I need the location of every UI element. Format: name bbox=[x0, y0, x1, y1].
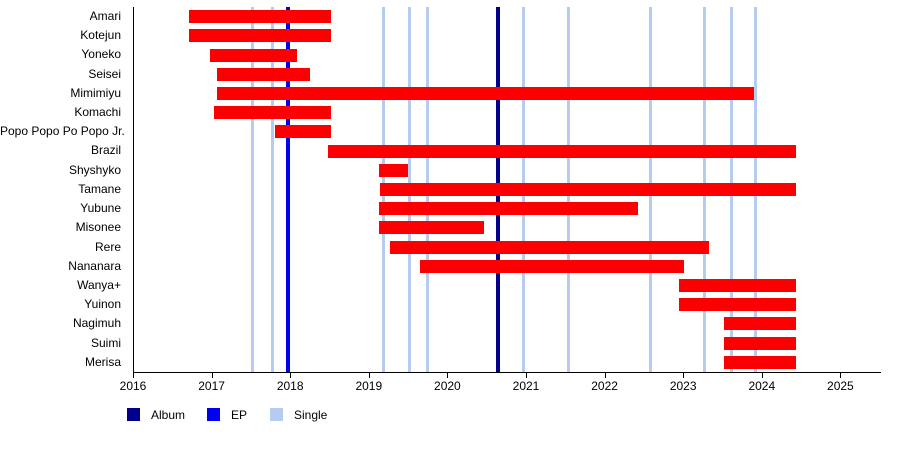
tenure-bar bbox=[380, 183, 796, 196]
x-axis-tick bbox=[683, 373, 685, 378]
y-axis-member-labels: Amari Kotejun Yoneko Seisei Mimimiyu Komachi P… bbox=[0, 7, 127, 372]
tenure-bar bbox=[678, 298, 796, 312]
x-axis-tick bbox=[290, 373, 292, 378]
legend: Album EP Single bbox=[0, 408, 900, 428]
member-label: Rere bbox=[94, 239, 121, 254]
x-axis-tick bbox=[840, 373, 842, 378]
tenure-bar bbox=[214, 106, 332, 120]
tenure-bar bbox=[390, 240, 709, 254]
x-axis-tick bbox=[447, 373, 449, 378]
member-label: Wanya+ bbox=[77, 277, 121, 292]
x-axis-tick bbox=[526, 373, 527, 378]
tenure-bar bbox=[723, 336, 796, 350]
x-axis-tick-label: 2020 bbox=[434, 379, 461, 393]
member-label: Tamane bbox=[78, 181, 121, 196]
member-label: Seisei bbox=[88, 66, 121, 81]
x-axis-tick bbox=[368, 373, 370, 378]
x-axis-tick-label: 2024 bbox=[748, 379, 776, 393]
album-color-swatch-icon bbox=[127, 408, 140, 421]
plot-area bbox=[133, 7, 881, 373]
tenure-bar bbox=[723, 317, 796, 331]
member-label: Shyshyko bbox=[68, 162, 121, 177]
member-label: Popo Popo Po Popo Jr. bbox=[0, 124, 125, 139]
tenure-bar bbox=[216, 86, 755, 100]
tenure-bar bbox=[189, 29, 332, 43]
x-axis-tick bbox=[604, 373, 606, 378]
member-label: Yubune bbox=[80, 201, 121, 216]
member-label: Merisa bbox=[84, 354, 121, 369]
x-axis-tick bbox=[761, 373, 763, 378]
tenure-bar bbox=[328, 144, 796, 158]
x-axis-tick-label: 2018 bbox=[276, 379, 304, 393]
tenure-bar bbox=[379, 163, 409, 177]
ep-release-line bbox=[286, 7, 291, 372]
member-label: Komachi bbox=[74, 105, 121, 120]
x-axis-tick-label: 2017 bbox=[198, 379, 225, 393]
x-axis-tick-label: 2025 bbox=[827, 379, 854, 393]
tenure-bar bbox=[189, 10, 332, 24]
tenure-bar bbox=[420, 259, 685, 273]
member-label: Brazil bbox=[90, 143, 121, 158]
tenure-bar bbox=[379, 221, 484, 235]
x-axis-tick-label: 2021 bbox=[512, 379, 540, 393]
tenure-bar bbox=[379, 202, 638, 216]
member-label: Nagimuh bbox=[72, 316, 121, 331]
x-axis-tick-label: 2023 bbox=[669, 379, 697, 393]
x-axis-tick bbox=[211, 373, 213, 378]
legend-label: Album bbox=[151, 408, 186, 422]
tenure-bar bbox=[723, 355, 796, 369]
member-label: Mimimiyu bbox=[70, 85, 121, 100]
single-color-swatch-icon bbox=[270, 408, 283, 421]
member-label: Amari bbox=[89, 9, 121, 23]
x-axis-tick bbox=[133, 373, 134, 378]
member-label: Misonee bbox=[75, 220, 121, 235]
member-label: Kotejun bbox=[80, 28, 121, 43]
x-axis-tick-label: 2019 bbox=[355, 379, 383, 393]
member-label: Suimi bbox=[90, 335, 121, 350]
single-release-line bbox=[270, 7, 274, 372]
ep-color-swatch-icon bbox=[207, 408, 220, 421]
tenure-bar bbox=[678, 279, 796, 293]
member-label: Nananara bbox=[68, 258, 121, 273]
tenure-bar bbox=[210, 48, 297, 62]
member-label: Yuinon bbox=[84, 297, 121, 312]
tenure-bar bbox=[274, 125, 332, 139]
x-axis-tick-label: 2016 bbox=[119, 379, 147, 393]
legend-label: EP bbox=[231, 408, 248, 422]
x-axis-tick-label: 2022 bbox=[591, 379, 618, 393]
legend-label: Single bbox=[294, 408, 328, 422]
member-label: Yoneko bbox=[81, 47, 121, 62]
tenure-bar bbox=[216, 67, 311, 81]
single-release-line bbox=[251, 7, 255, 372]
